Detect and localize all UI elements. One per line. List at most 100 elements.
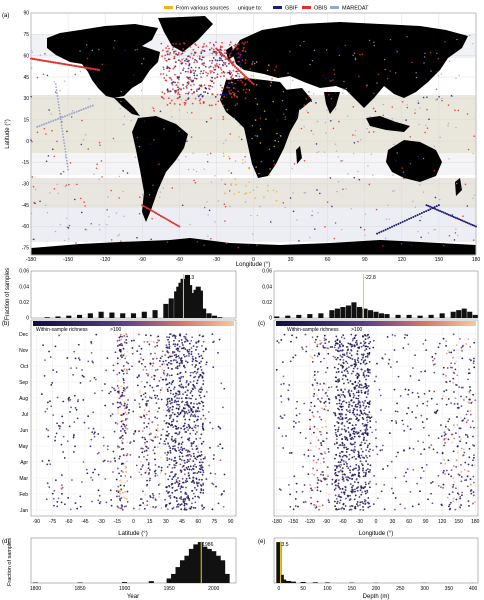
sample-point bbox=[348, 409, 351, 412]
panel-x-tick-label: 90 bbox=[228, 519, 234, 525]
gbif-track-southern-ocean bbox=[405, 218, 408, 221]
sample-point bbox=[334, 457, 336, 460]
sample-point bbox=[444, 433, 447, 436]
sample-point bbox=[161, 350, 164, 353]
maredat-point bbox=[342, 88, 345, 91]
sample-point bbox=[192, 442, 195, 445]
sample-point bbox=[341, 470, 344, 473]
sample-point bbox=[189, 381, 192, 383]
obis-point bbox=[373, 92, 375, 95]
sample-point bbox=[341, 408, 343, 411]
sample-point bbox=[405, 480, 408, 483]
sample-point bbox=[198, 355, 201, 358]
gbif-point-north-atlantic bbox=[203, 50, 206, 52]
sample-point bbox=[117, 406, 120, 409]
sample-point bbox=[291, 334, 293, 337]
sample-point bbox=[449, 380, 451, 383]
sample-point bbox=[314, 341, 316, 344]
sample-point bbox=[352, 392, 355, 395]
panel-x-tick-label: -60 bbox=[339, 519, 346, 525]
obis-track-pacific bbox=[69, 64, 73, 67]
sample-point bbox=[342, 365, 345, 368]
sample-point bbox=[167, 443, 170, 445]
sample-point bbox=[196, 456, 199, 458]
obis-point-north-atlantic bbox=[235, 95, 238, 98]
obis-point bbox=[228, 190, 231, 192]
sample-point bbox=[322, 477, 325, 480]
sample-point bbox=[73, 421, 76, 423]
panel-x-tick-label: -180 bbox=[272, 519, 282, 525]
sample-point bbox=[338, 402, 341, 405]
sample-point bbox=[388, 432, 391, 434]
histogram-bar bbox=[193, 544, 199, 583]
maredat-point bbox=[50, 113, 52, 115]
sample-point bbox=[48, 350, 50, 353]
sample-point bbox=[319, 479, 322, 482]
panel-x-tick-label: -60 bbox=[65, 519, 72, 525]
sample-point bbox=[368, 347, 371, 350]
sample-point bbox=[347, 410, 349, 413]
map-x-axis-label: Longitude (°) bbox=[236, 262, 270, 268]
sample-point bbox=[467, 419, 470, 421]
obis-point-north-atlantic bbox=[164, 54, 167, 57]
obis-point bbox=[447, 104, 450, 106]
maredat-point bbox=[448, 158, 450, 160]
sample-point bbox=[316, 500, 319, 503]
sample-point bbox=[92, 361, 94, 364]
obis-track-atlantic bbox=[223, 54, 226, 58]
sample-point bbox=[362, 487, 365, 490]
sample-point bbox=[426, 404, 429, 407]
obis-point-north-atlantic bbox=[212, 66, 215, 69]
sample-point bbox=[419, 477, 422, 479]
maredat-point bbox=[134, 156, 137, 158]
gbif-point-north-atlantic bbox=[176, 53, 179, 56]
sample-point bbox=[186, 350, 189, 353]
sample-point bbox=[452, 377, 455, 380]
sample-point bbox=[202, 469, 205, 472]
sample-point bbox=[283, 333, 286, 336]
sample-point bbox=[368, 361, 371, 363]
sample-point bbox=[115, 490, 118, 492]
sample-point bbox=[169, 402, 172, 405]
obis-point-north-atlantic bbox=[191, 92, 194, 95]
sample-point bbox=[178, 377, 181, 379]
sample-point bbox=[335, 474, 337, 477]
obis-track-atlantic bbox=[216, 48, 220, 52]
sample-point bbox=[388, 358, 391, 361]
sample-point bbox=[178, 362, 181, 365]
obis-point-north-atlantic bbox=[189, 69, 192, 72]
sample-point bbox=[337, 482, 340, 485]
panel-label-a: (a) bbox=[2, 13, 9, 19]
sample-point bbox=[419, 490, 421, 493]
sample-point bbox=[344, 505, 347, 507]
sample-point bbox=[458, 435, 461, 438]
sample-point bbox=[316, 384, 319, 387]
sample-point bbox=[345, 451, 348, 453]
sample-point bbox=[75, 367, 78, 369]
histogram-y-tick-label: 0.06 bbox=[262, 269, 272, 275]
sample-point bbox=[179, 380, 181, 383]
sample-point bbox=[201, 468, 203, 471]
sample-point bbox=[422, 470, 425, 472]
sample-point bbox=[459, 427, 462, 430]
gbif-point bbox=[92, 71, 95, 73]
obis-point bbox=[352, 134, 354, 136]
obis-point bbox=[84, 205, 86, 207]
year-hist-bars bbox=[32, 542, 230, 583]
sample-point bbox=[170, 438, 173, 440]
sample-point bbox=[188, 437, 191, 440]
sample-point bbox=[106, 357, 109, 360]
sample-point bbox=[294, 354, 297, 357]
sample-point bbox=[193, 455, 195, 458]
map-x-tick-label: 90 bbox=[362, 257, 368, 263]
sample-point bbox=[319, 505, 321, 508]
obis-point-north-atlantic bbox=[236, 48, 238, 51]
sample-point bbox=[192, 429, 195, 432]
sample-point bbox=[134, 399, 136, 402]
sample-point bbox=[335, 349, 337, 351]
gbif-point-north-atlantic bbox=[215, 52, 218, 54]
map-y-tick-label: -30 bbox=[22, 182, 29, 188]
sample-point bbox=[433, 390, 436, 393]
sample-point bbox=[166, 508, 169, 511]
map-y-axis-label: Latitude (°) bbox=[5, 119, 11, 148]
